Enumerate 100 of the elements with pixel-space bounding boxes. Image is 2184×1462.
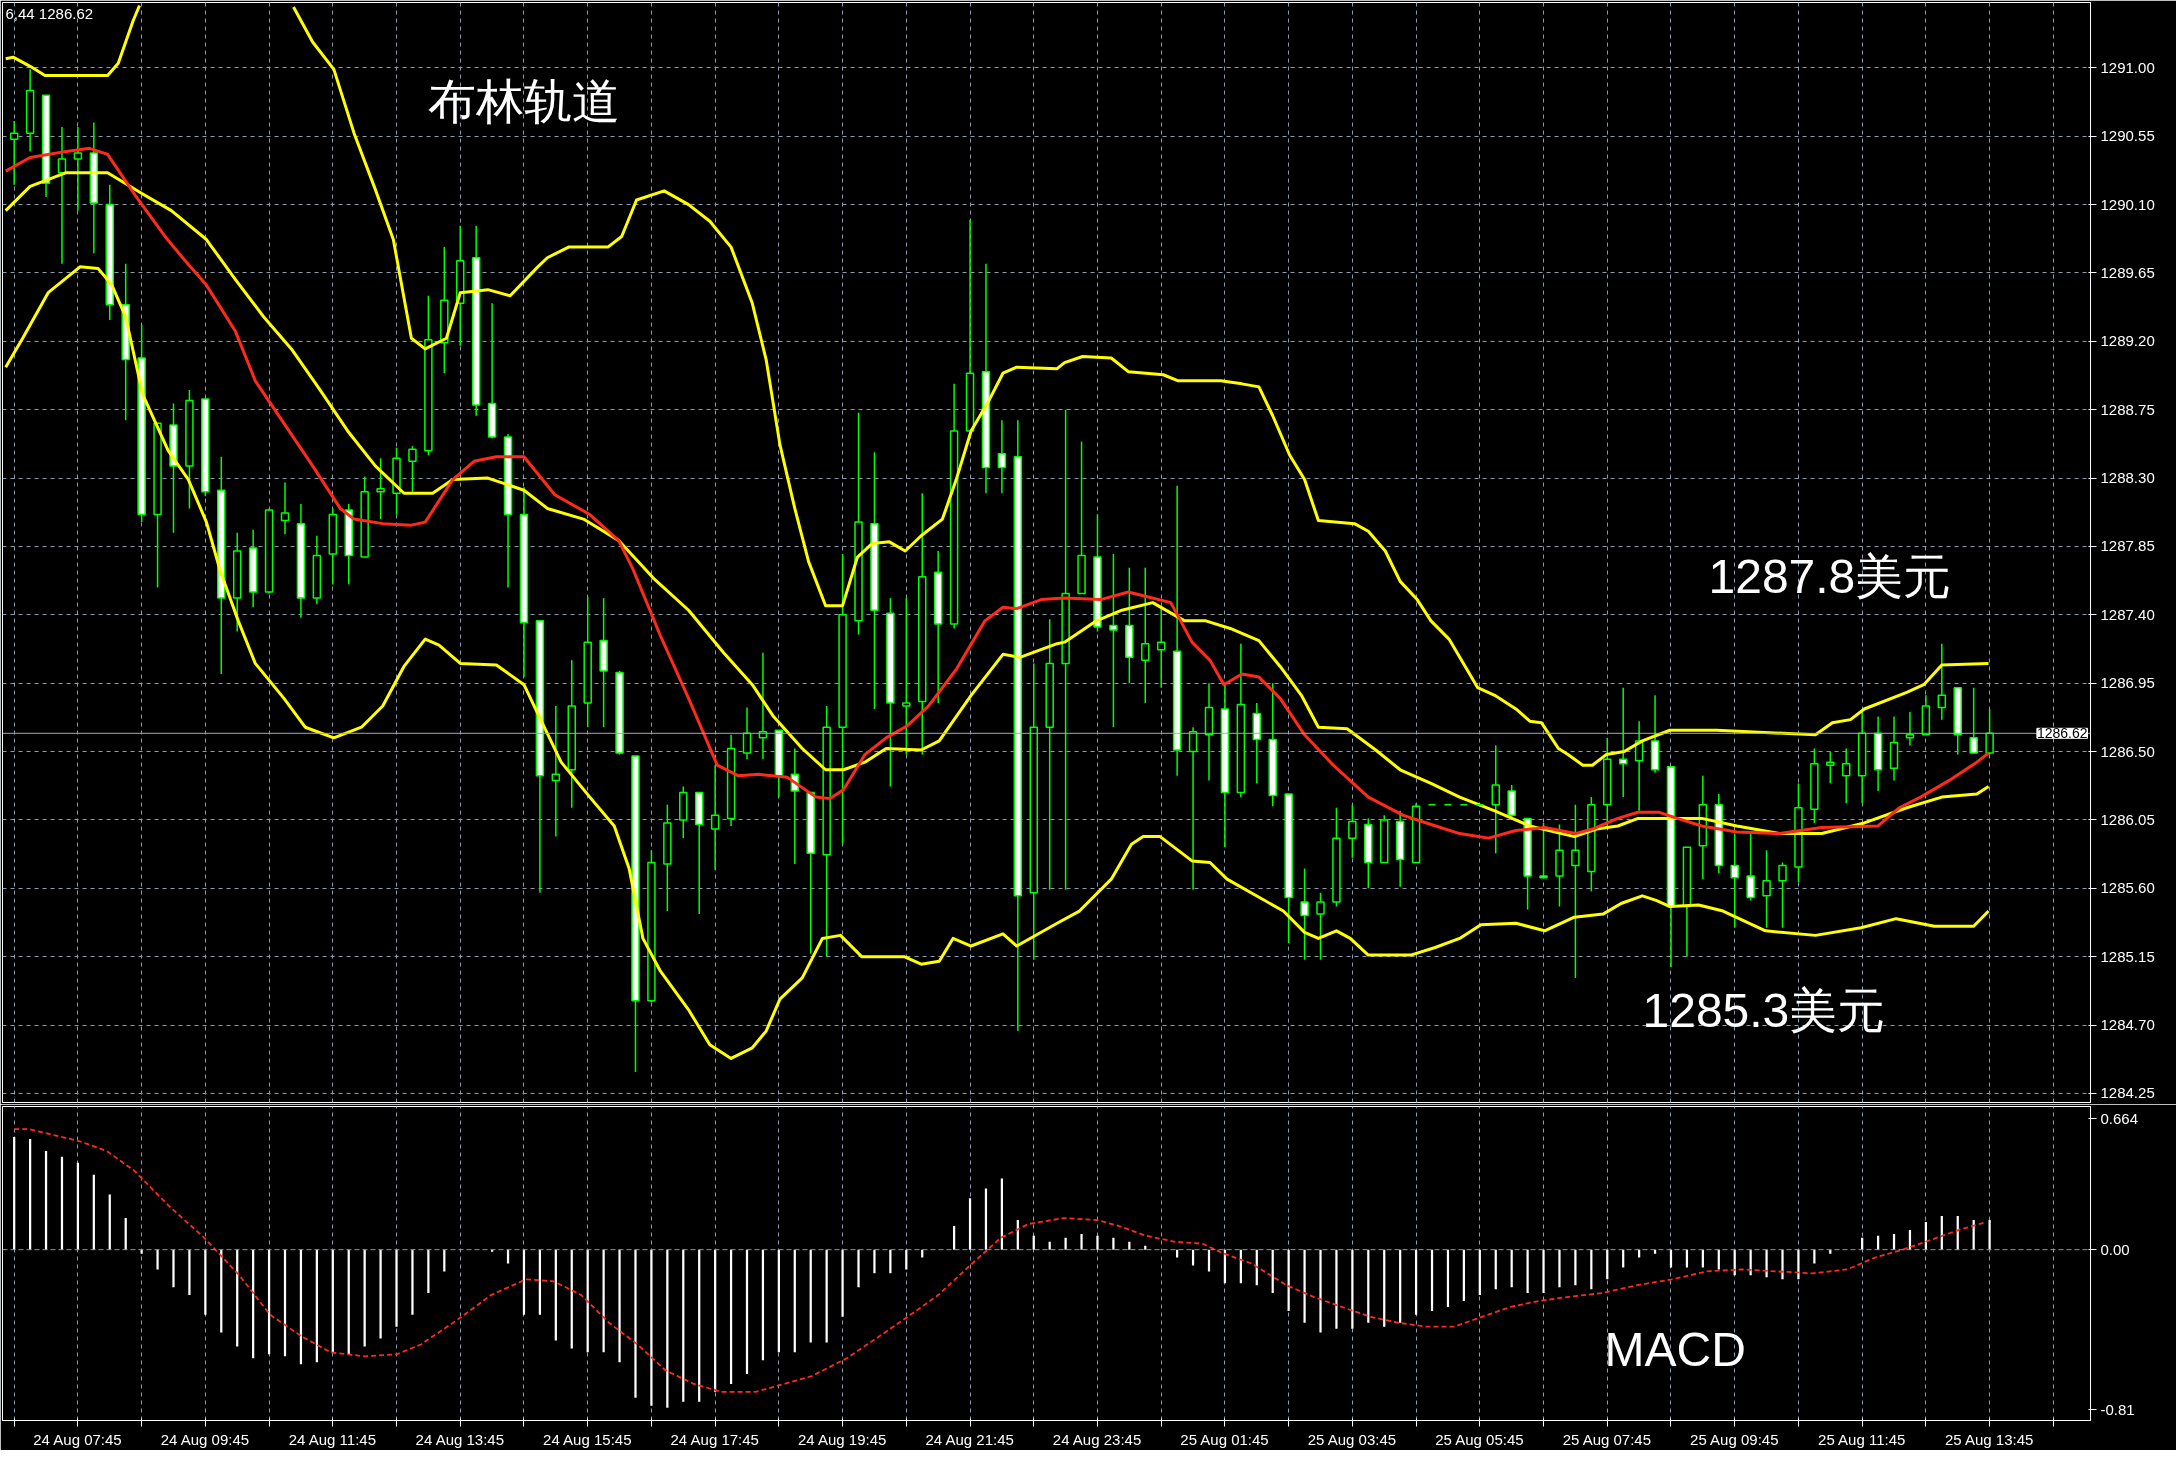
bar <box>188 1249 191 1296</box>
bar <box>506 1249 510 1264</box>
y-tick-label: 1285.15 <box>2100 947 2155 965</box>
bar <box>1813 1249 1816 1264</box>
x-tick-label: 25 Aug 05:45 <box>1435 1430 1524 1448</box>
bar <box>1335 1249 1338 1329</box>
y-tick-label: 1285.60 <box>2100 879 2155 897</box>
candlestick <box>1156 606 1166 689</box>
candlestick <box>1109 553 1118 728</box>
x-tick-label: 24 Aug 23:45 <box>1052 1430 1142 1448</box>
annotation: 布林轨道 <box>427 74 620 128</box>
candlestick <box>73 126 83 212</box>
y-tick-label: 1288.75 <box>2100 400 2155 418</box>
bar <box>156 1249 159 1270</box>
x-tick-label: 25 Aug 11:45 <box>1818 1430 1906 1448</box>
bar <box>841 1249 844 1317</box>
bar <box>1319 1249 1322 1333</box>
y-tick-label: 0.00 <box>2100 1240 2130 1258</box>
candlestick <box>57 126 67 265</box>
bar <box>1765 1249 1768 1278</box>
bar <box>1526 1249 1529 1294</box>
y-tick-label: 1286.50 <box>2100 742 2155 760</box>
bar <box>1399 1249 1402 1323</box>
x-tick-label: 25 Aug 07:45 <box>1562 1430 1652 1448</box>
bar <box>204 1249 207 1315</box>
ref-line-label: 1286.62 <box>2036 725 2088 742</box>
candlestick <box>758 652 768 760</box>
bar <box>1414 1249 1418 1315</box>
bar <box>682 1249 685 1402</box>
y-tick-label: 1289.65 <box>2100 263 2155 281</box>
bar <box>873 1249 876 1274</box>
bar <box>395 1249 398 1327</box>
bar <box>411 1249 414 1315</box>
x-tick-label: 24 Aug 17:45 <box>670 1430 759 1448</box>
candlestick <box>1491 744 1500 855</box>
candlestick <box>1969 686 1978 754</box>
bar <box>618 1249 621 1363</box>
bar <box>1096 1235 1099 1250</box>
bar <box>1032 1235 1035 1250</box>
bar <box>952 1225 956 1250</box>
y-tick-label: 1287.40 <box>2100 605 2155 623</box>
bar <box>554 1249 557 1341</box>
candlestick <box>997 419 1007 494</box>
x-tick-label: 24 Aug 11:45 <box>288 1430 377 1448</box>
y-tick-label: -0.81 <box>2100 1400 2135 1418</box>
y-tick-label: 0.664 <box>2100 1109 2139 1127</box>
y-tick-label: 1286.05 <box>2100 810 2155 828</box>
bar <box>379 1249 382 1339</box>
x-tick-label: 25 Aug 01:45 <box>1180 1430 1269 1448</box>
bar <box>1064 1237 1067 1250</box>
annotation: 1287.8美元 <box>1708 549 1952 603</box>
bar <box>522 1249 526 1315</box>
candlestick <box>1348 803 1357 859</box>
bar <box>1303 1249 1306 1323</box>
candlestick <box>1937 642 1947 721</box>
bar <box>1988 1220 1991 1250</box>
bar <box>1781 1249 1784 1280</box>
y-tick-label: 1288.30 <box>2100 469 2155 487</box>
x-tick-label: 24 Aug 21:45 <box>925 1430 1014 1448</box>
y-tick-label: 1291.00 <box>2100 58 2155 76</box>
y-tick-label: 1286.95 <box>2100 674 2155 692</box>
candlestick <box>1985 708 1994 756</box>
candlestick <box>1762 849 1771 929</box>
bar <box>650 1249 653 1406</box>
y-tick-label: 1290.10 <box>2100 195 2155 213</box>
bar <box>1080 1233 1083 1250</box>
candlestick <box>710 764 720 871</box>
bar <box>968 1198 972 1250</box>
candlestick <box>1141 566 1150 704</box>
candlestick <box>1300 867 1309 961</box>
bar <box>1558 1249 1561 1288</box>
x-tick-label: 24 Aug 19:45 <box>797 1430 887 1448</box>
y-tick-label: 1284.25 <box>2100 1084 2155 1102</box>
annotation: 1285.3美元 <box>1642 983 1886 1037</box>
y-tick-label: 1290.55 <box>2100 127 2155 145</box>
y-tick-label: 1287.85 <box>2100 537 2155 555</box>
bar <box>634 1249 637 1398</box>
x-tick-label: 25 Aug 09:45 <box>1690 1430 1779 1448</box>
bar <box>1574 1249 1577 1286</box>
x-tick-label: 24 Aug 15:45 <box>543 1430 632 1448</box>
candlestick <box>376 457 385 520</box>
candlestick <box>902 597 911 756</box>
x-tick-label: 25 Aug 13:45 <box>1944 1430 2034 1448</box>
candlestick <box>1841 747 1851 804</box>
candlestick <box>280 481 290 536</box>
candlestick <box>1826 750 1835 785</box>
candlestick <box>1316 892 1325 961</box>
annotation: 6,44 1286.62 <box>5 4 94 22</box>
candlestick <box>1778 861 1787 929</box>
x-tick-label: 24 Aug 09:45 <box>160 1430 250 1448</box>
candlestick <box>1618 686 1628 798</box>
bar <box>1112 1237 1115 1250</box>
bar <box>1383 1249 1386 1327</box>
candlestick <box>1746 832 1755 902</box>
x-tick-label: 25 Aug 03:45 <box>1307 1430 1397 1448</box>
bar <box>172 1249 175 1288</box>
candlestick <box>408 445 417 494</box>
bar <box>984 1188 988 1250</box>
y-tick-label: 1289.20 <box>2100 332 2155 350</box>
candlestick <box>1730 832 1739 929</box>
